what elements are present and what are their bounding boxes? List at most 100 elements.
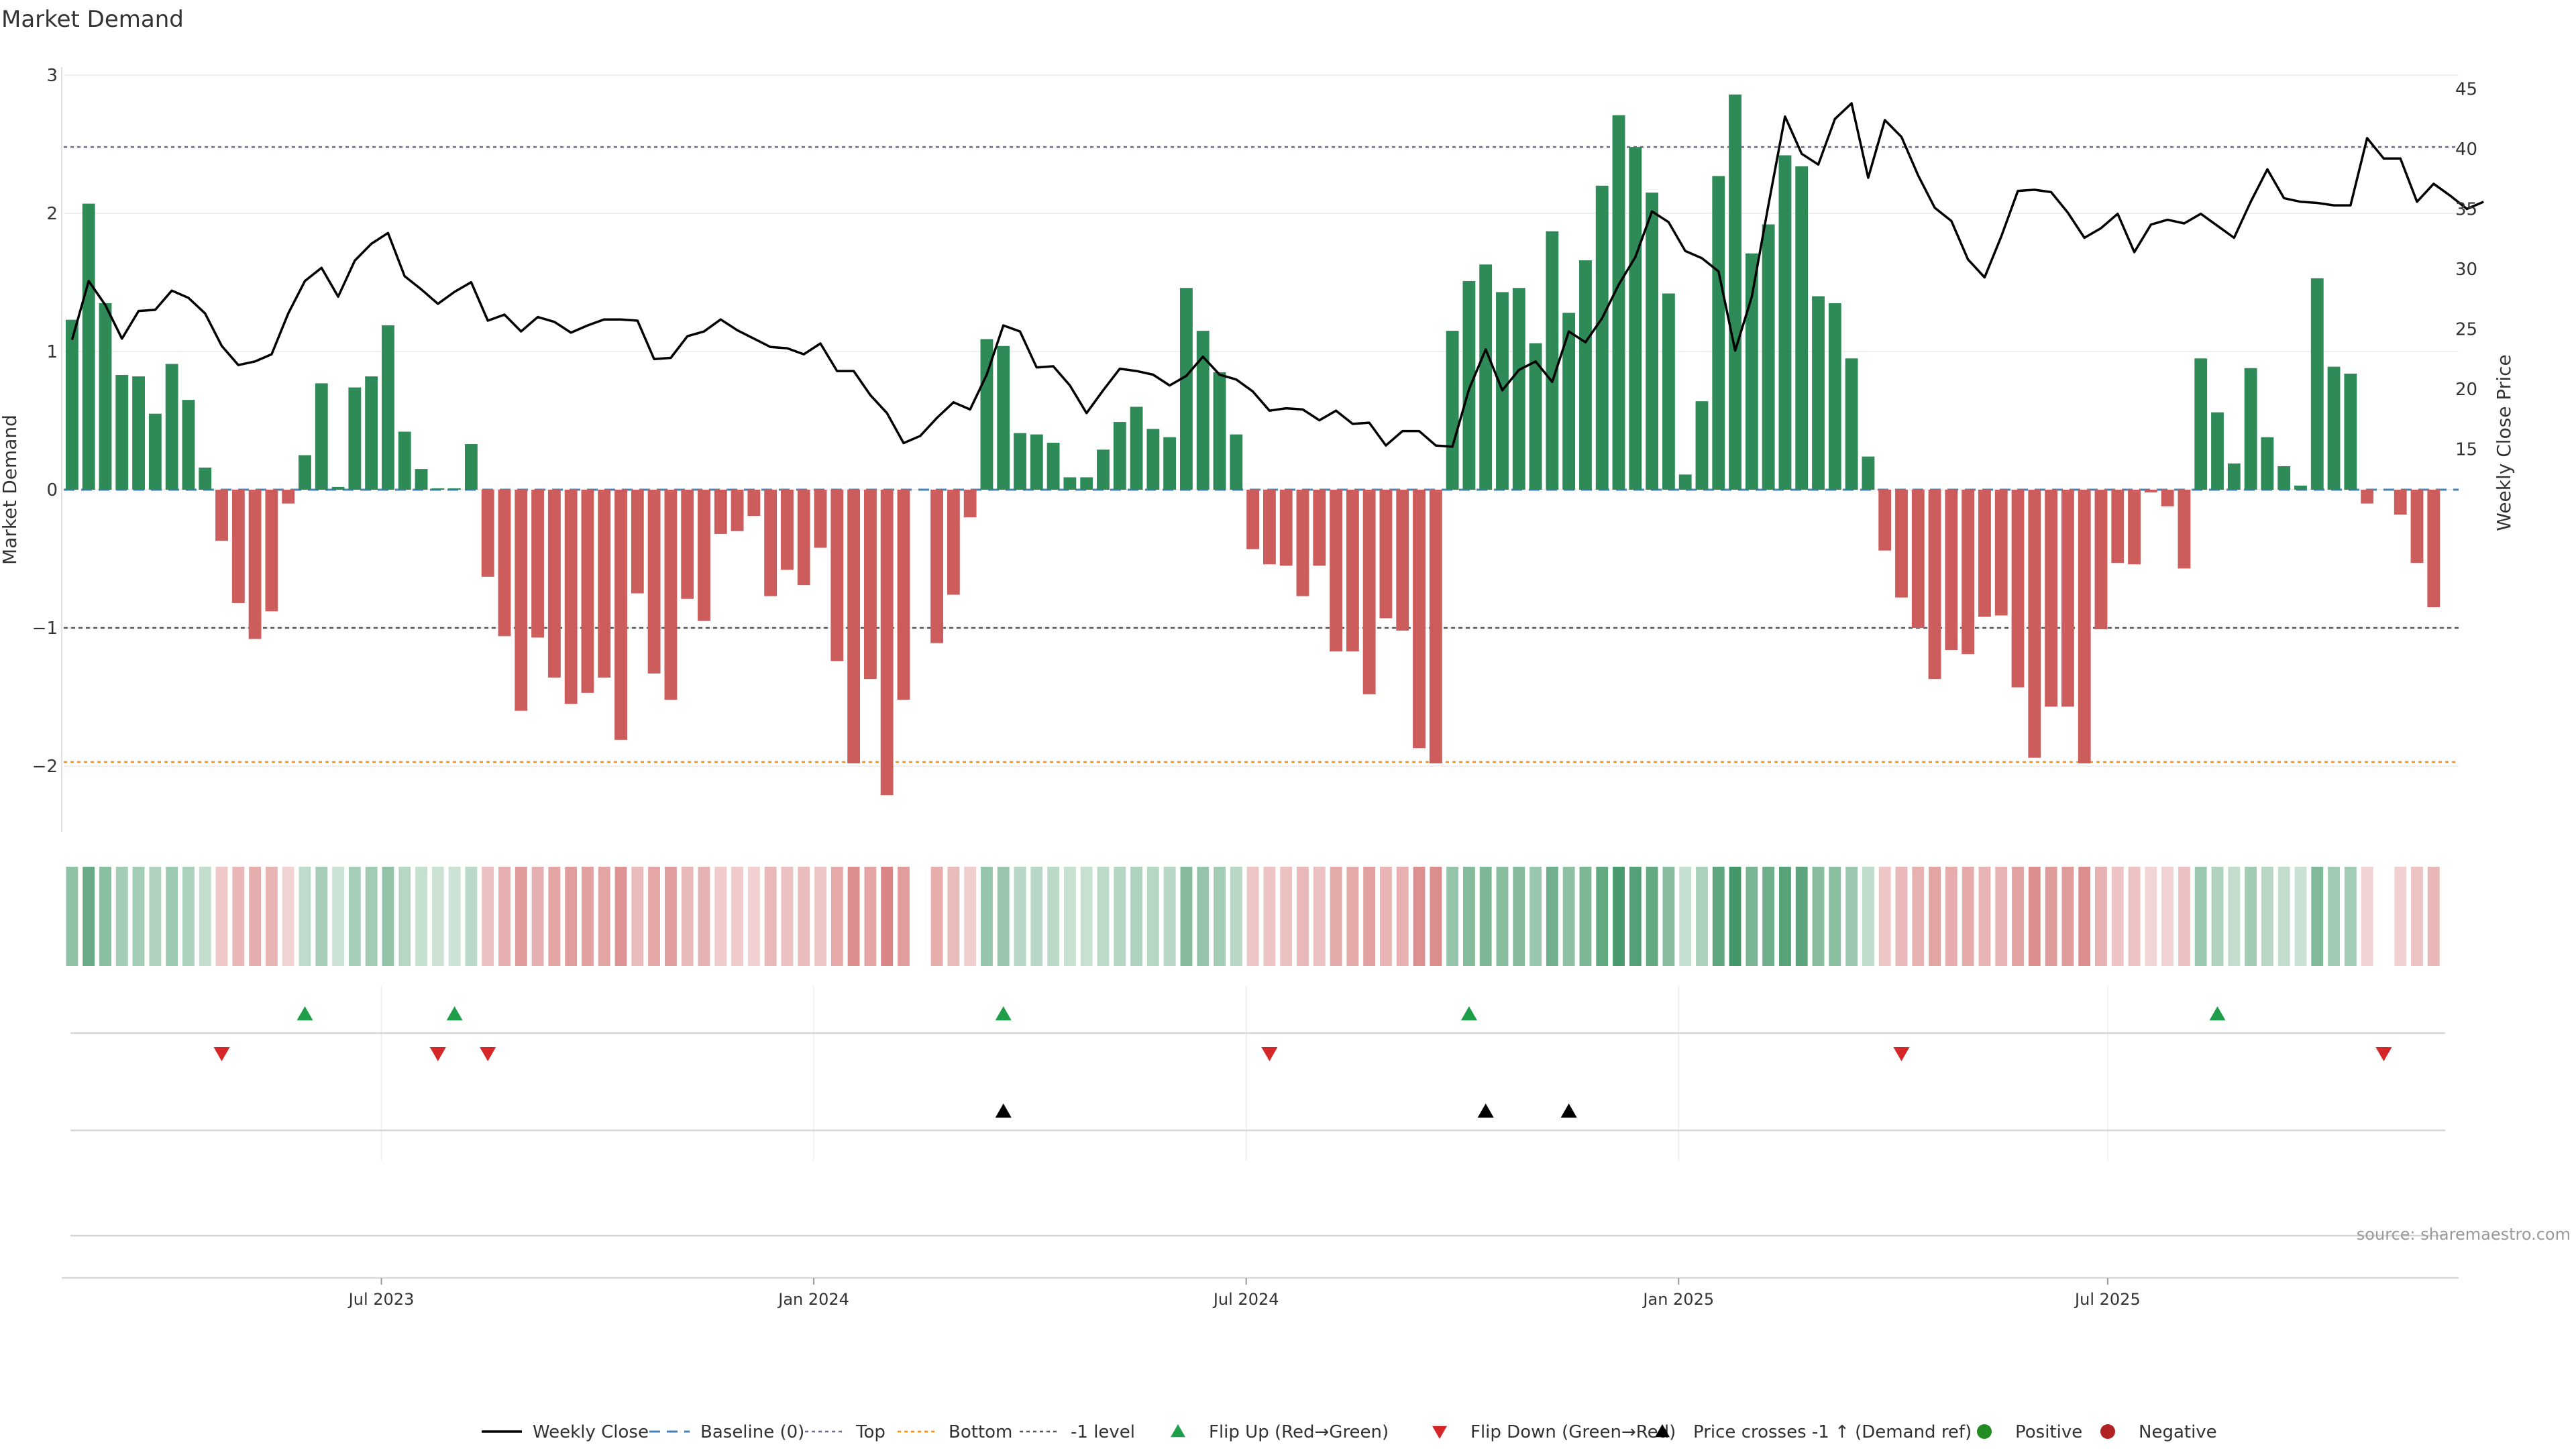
demand-bar-positive [1778, 155, 1792, 490]
demand-bar-positive [1130, 407, 1143, 490]
demand-bar-positive [348, 387, 362, 490]
demand-heat-strip [66, 867, 2440, 966]
heat-cell-positive [1197, 867, 1210, 966]
demand-bar-negative [731, 490, 744, 531]
heat-cell-positive [997, 867, 1010, 966]
heat-cell-positive [1214, 867, 1226, 966]
heat-cell-negative [698, 867, 710, 966]
heat-cell-positive [1529, 867, 1542, 966]
heat-cell-negative [930, 867, 943, 966]
heat-cell-positive [2344, 867, 2357, 966]
demand-bar-positive [464, 444, 478, 490]
price-line-layer [70, 102, 2484, 448]
demand-bar-positive [1579, 260, 1592, 490]
heat-cell-positive [1030, 867, 1043, 966]
demand-bar-positive [1180, 288, 1193, 490]
legend-swatch-circle [1977, 1424, 1992, 1439]
demand-bar-positive [1462, 280, 1476, 490]
heat-cell-negative [1396, 867, 1409, 966]
demand-bar-positive [448, 488, 462, 490]
heat-cell-negative [864, 867, 877, 966]
demand-bar-positive [82, 203, 95, 490]
demand-bar-positive [1479, 264, 1493, 490]
demand-bar-positive [182, 400, 195, 490]
demand-bar-negative [2078, 490, 2091, 763]
demand-bar-positive [2261, 437, 2274, 490]
legend-label: Negative [2139, 1422, 2217, 1442]
legend-item: Price crosses -1 ↑ (Demand ref) [1655, 1422, 1972, 1442]
demand-bar-negative [764, 490, 777, 596]
event-marker-rows [70, 986, 2445, 1237]
heat-cell-positive [1014, 867, 1026, 966]
demand-bar-negative [2061, 490, 2074, 707]
heat-cell-positive [1679, 867, 1692, 966]
heat-cell-positive [1845, 867, 1858, 966]
demand-bar-positive [2310, 278, 2324, 490]
x-tick-label: Jul 2025 [2074, 1290, 2141, 1309]
legend-item: Baseline (0) [649, 1422, 804, 1442]
demand-bar-positive [165, 364, 178, 490]
demand-bar-negative [1313, 490, 1326, 566]
x-tick-label: Jul 2024 [1212, 1290, 1279, 1309]
heat-cell-negative [681, 867, 694, 966]
demand-bar-positive [1762, 224, 1775, 490]
demand-bar-negative [248, 490, 262, 639]
heat-cell-positive [1513, 867, 1525, 966]
heat-cell-negative [1263, 867, 1276, 966]
demand-bar-negative [681, 490, 694, 599]
demand-bar-negative [880, 490, 894, 796]
demand-bar-negative [581, 490, 594, 693]
demand-bar-negative [1429, 490, 1442, 763]
demand-bar-positive [1646, 193, 1659, 490]
demand-bar-positive [2244, 368, 2257, 490]
demand-bar-positive [2327, 366, 2341, 490]
demand-bar-positive [315, 383, 328, 490]
heat-cell-negative [830, 867, 843, 966]
heat-cell-positive [1779, 867, 1791, 966]
heat-cell-negative [1297, 867, 1309, 966]
demand-bar-negative [1413, 490, 1426, 749]
heat-cell-negative [847, 867, 860, 966]
heat-cell-negative [1346, 867, 1359, 966]
demand-bar-positive [1446, 331, 1459, 490]
heat-cell-positive [299, 867, 311, 966]
demand-bar-negative [231, 490, 245, 603]
demand-bar-positive [1063, 477, 1077, 490]
demand-bar-negative [564, 490, 578, 704]
heat-cell-negative [1430, 867, 1442, 966]
x-tick-label: Jul 2023 [347, 1290, 415, 1309]
y2-tick-label: 40 [2455, 140, 2477, 160]
demand-bar-positive [1845, 358, 1858, 490]
heat-cell-positive [1479, 867, 1492, 966]
heat-cell-positive [2294, 867, 2307, 966]
demand-bar-negative [781, 490, 794, 570]
heat-cell-negative [2028, 867, 2041, 966]
demand-bar-positive [1595, 185, 1609, 490]
heat-cell-negative [814, 867, 826, 966]
flip-up-marker [1460, 1006, 1477, 1020]
demand-bars [65, 94, 2440, 796]
demand-bar-negative [1330, 490, 1342, 652]
heat-cell-negative [1313, 867, 1326, 966]
demand-bar-negative [947, 490, 960, 595]
legend-label: Top [855, 1422, 885, 1442]
demand-bar-positive [1046, 442, 1060, 490]
legend-item: Positive [1977, 1422, 2082, 1442]
heat-cell-positive [2261, 867, 2273, 966]
heat-cell-positive [398, 867, 411, 966]
heat-cell-positive [1063, 867, 1076, 966]
heat-cell-negative [249, 867, 262, 966]
demand-bar-positive [1529, 343, 1542, 490]
x-axis: Jul 2023 Jan 2024 Jul 2024 Jan 2025 Jul 2025 [62, 1277, 2459, 1309]
demand-bar-negative [2427, 490, 2440, 608]
demand-bar-positive [1562, 313, 1576, 490]
flip-up-marker [2209, 1006, 2226, 1020]
demand-bar-negative [797, 490, 810, 586]
price-cross-marker [1560, 1104, 1577, 1118]
demand-bar-negative [1978, 490, 1991, 617]
heat-cell-negative [664, 867, 677, 966]
demand-bar-positive [1163, 437, 1177, 490]
title-group: Market Demand [1, 6, 184, 33]
reference-lines [64, 146, 2459, 763]
heat-cell-positive [1762, 867, 1775, 966]
